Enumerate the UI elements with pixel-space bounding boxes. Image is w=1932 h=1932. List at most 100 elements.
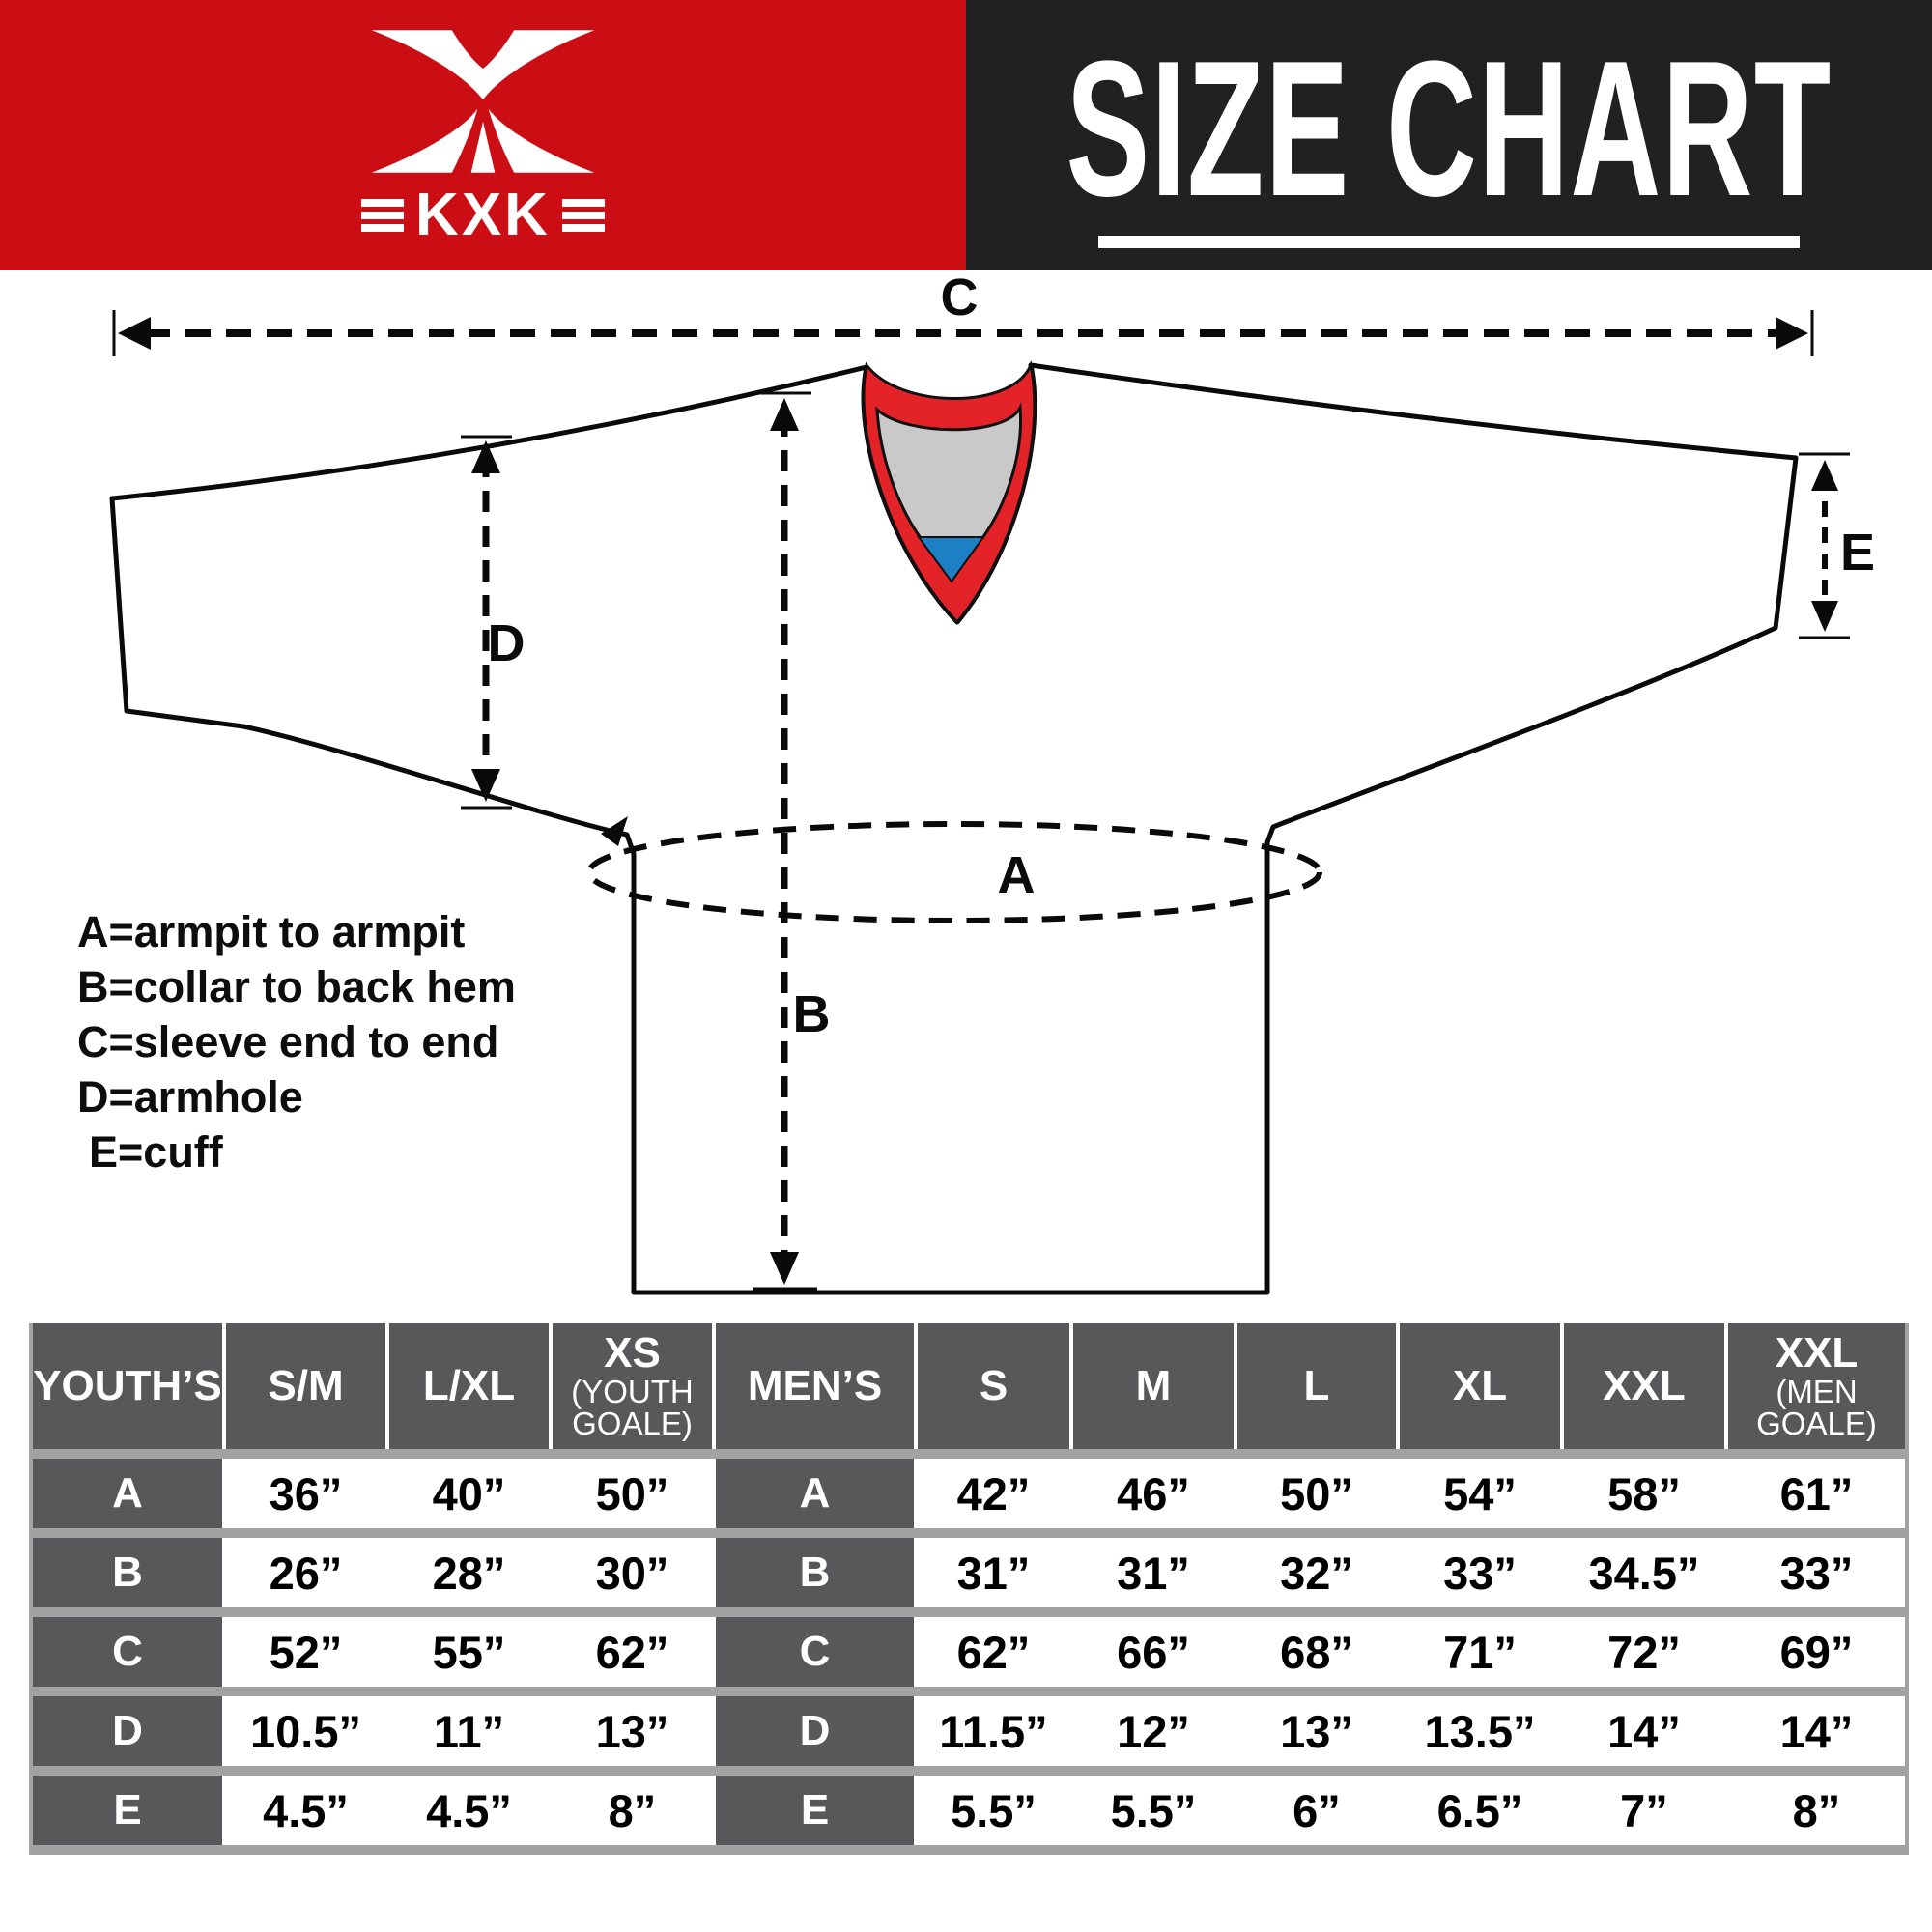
- table-cell: 62”: [918, 1617, 1069, 1687]
- measure-e-arrowhead-bottom: [1811, 601, 1838, 632]
- title-underline: [1098, 235, 1800, 248]
- table-cell: 61”: [1728, 1459, 1905, 1528]
- table-cell: 36”: [226, 1459, 385, 1528]
- jersey-outline: [109, 362, 1799, 1295]
- measure-d-label: D: [488, 614, 526, 672]
- table-cell: 62”: [553, 1617, 712, 1687]
- table-cell: 11.5”: [918, 1696, 1069, 1766]
- measure-b-label: B: [793, 985, 831, 1043]
- table-cell: 40”: [389, 1459, 549, 1528]
- table-cell: 11”: [389, 1696, 549, 1766]
- table-cell: 72”: [1564, 1617, 1724, 1687]
- table-cell: 69”: [1728, 1617, 1905, 1687]
- table-cell: 8”: [1728, 1776, 1905, 1845]
- table-cell: 14”: [1728, 1696, 1905, 1766]
- brand-name: KXK: [415, 182, 551, 248]
- measure-a-arrowhead: [601, 816, 628, 846]
- table-cell: 8”: [553, 1776, 712, 1845]
- row-label-c: C: [33, 1617, 222, 1687]
- table-cell: 42”: [918, 1459, 1069, 1528]
- table-cell: 52”: [226, 1617, 385, 1687]
- col-header-mens-s: S: [918, 1323, 1069, 1449]
- table-row-e: E 4.5” 4.5” 8” E 5.5” 5.5” 6” 6.5” 7” 8”: [33, 1776, 1905, 1845]
- measure-c-arrowhead-left: [118, 317, 151, 350]
- row-label-e: E: [716, 1776, 914, 1845]
- brand-header: KXK: [0, 0, 966, 270]
- measure-c-arrowhead-right: [1776, 317, 1808, 350]
- table-cell: 13”: [1237, 1696, 1396, 1766]
- table-cell: 66”: [1073, 1617, 1234, 1687]
- row-label-c: C: [716, 1617, 914, 1687]
- table-cell: 4.5”: [226, 1776, 385, 1845]
- table-row-d: D 10.5” 11” 13” D 11.5” 12” 13” 13.5” 14…: [33, 1696, 1905, 1766]
- table-cell: 71”: [1400, 1617, 1560, 1687]
- table-cell: 28”: [389, 1538, 549, 1607]
- table-cell: 33”: [1728, 1538, 1905, 1607]
- table-cell: 46”: [1073, 1459, 1234, 1528]
- table-cell: 13.5”: [1400, 1696, 1560, 1766]
- table-row-c: C 52” 55” 62” C 62” 66” 68” 71” 72” 69”: [33, 1617, 1905, 1687]
- collar-blue-insert: [917, 536, 985, 583]
- triple-bar-icon: [361, 199, 405, 232]
- table-cell: 55”: [389, 1617, 549, 1687]
- table-cell: 13”: [553, 1696, 712, 1766]
- col-header-mens-goalie-note1: (MEN: [1776, 1373, 1858, 1409]
- measure-d-arrowhead-bottom: [471, 769, 500, 802]
- collar-inner-gray: [875, 402, 1023, 540]
- table-cell: 68”: [1237, 1617, 1396, 1687]
- row-label-a: A: [716, 1459, 914, 1528]
- measure-e-arrowhead-top: [1811, 460, 1838, 491]
- measure-c-label: C: [941, 269, 979, 327]
- row-separator: [33, 1766, 1905, 1776]
- table-cell: 6.5”: [1400, 1776, 1560, 1845]
- table-cell: 10.5”: [226, 1696, 385, 1766]
- legend-line-a: A=armpit to armpit: [77, 907, 466, 956]
- legend-line-d: D=armhole: [77, 1072, 303, 1122]
- col-header-mens: MEN’S: [716, 1323, 914, 1449]
- table-row-b: B 26” 28” 30” B 31” 31” 32” 33” 34.5” 33…: [33, 1538, 1905, 1607]
- row-label-b: B: [33, 1538, 222, 1607]
- row-label-d: D: [716, 1696, 914, 1766]
- row-label-e: E: [33, 1776, 222, 1845]
- row-separator: [33, 1449, 1905, 1459]
- row-label-a: A: [33, 1459, 222, 1528]
- table-cell: 50”: [1237, 1459, 1396, 1528]
- brand-wordmark: KXK: [361, 185, 605, 245]
- measurement-legend: A=armpit to armpit B=collar to back hem …: [77, 904, 516, 1179]
- table-cell: 31”: [918, 1538, 1069, 1607]
- col-header-mens-xl: XL: [1400, 1323, 1560, 1449]
- col-header-mens-l: L: [1237, 1323, 1396, 1449]
- measure-a-ellipse: [586, 821, 1322, 923]
- measure-d-arrowhead-top: [471, 440, 500, 473]
- col-header-youths: YOUTH’S: [33, 1323, 222, 1449]
- table-cell: 50”: [553, 1459, 712, 1528]
- table-cell: 54”: [1400, 1459, 1560, 1528]
- legend-line-e: E=cuff: [89, 1127, 223, 1177]
- measure-a-label: A: [998, 846, 1036, 904]
- row-separator: [33, 1607, 1905, 1617]
- table-cell: 12”: [1073, 1696, 1234, 1766]
- col-header-mens-goalie: XXL (MEN GOALE): [1728, 1323, 1905, 1449]
- row-separator: [33, 1528, 1905, 1538]
- table-row-a: A 36” 40” 50” A 42” 46” 50” 54” 58” 61”: [33, 1459, 1905, 1528]
- measure-b-arrowhead-bottom: [770, 1252, 799, 1285]
- table-cell: 26”: [226, 1538, 385, 1607]
- col-header-mens-m: M: [1073, 1323, 1234, 1449]
- row-separator: [33, 1845, 1905, 1855]
- col-header-youth-goalie-note1: (YOUTH: [571, 1373, 694, 1409]
- col-header-mens-goalie-size: XXL: [1775, 1328, 1859, 1377]
- measure-b-arrowhead-top: [770, 398, 799, 431]
- table-cell: 4.5”: [389, 1776, 549, 1845]
- col-header-youth-lxl: L/XL: [389, 1323, 549, 1449]
- table-cell: 5.5”: [1073, 1776, 1234, 1845]
- table-cell: 31”: [1073, 1538, 1234, 1607]
- table-cell: 5.5”: [918, 1776, 1069, 1845]
- col-header-mens-xxl: XXL: [1564, 1323, 1724, 1449]
- row-separator: [33, 1687, 1905, 1696]
- table-cell: 7”: [1564, 1776, 1724, 1845]
- row-label-d: D: [33, 1696, 222, 1766]
- col-header-youth-sm: S/M: [226, 1323, 385, 1449]
- col-header-youth-goalie-note2: GOALE): [572, 1406, 693, 1442]
